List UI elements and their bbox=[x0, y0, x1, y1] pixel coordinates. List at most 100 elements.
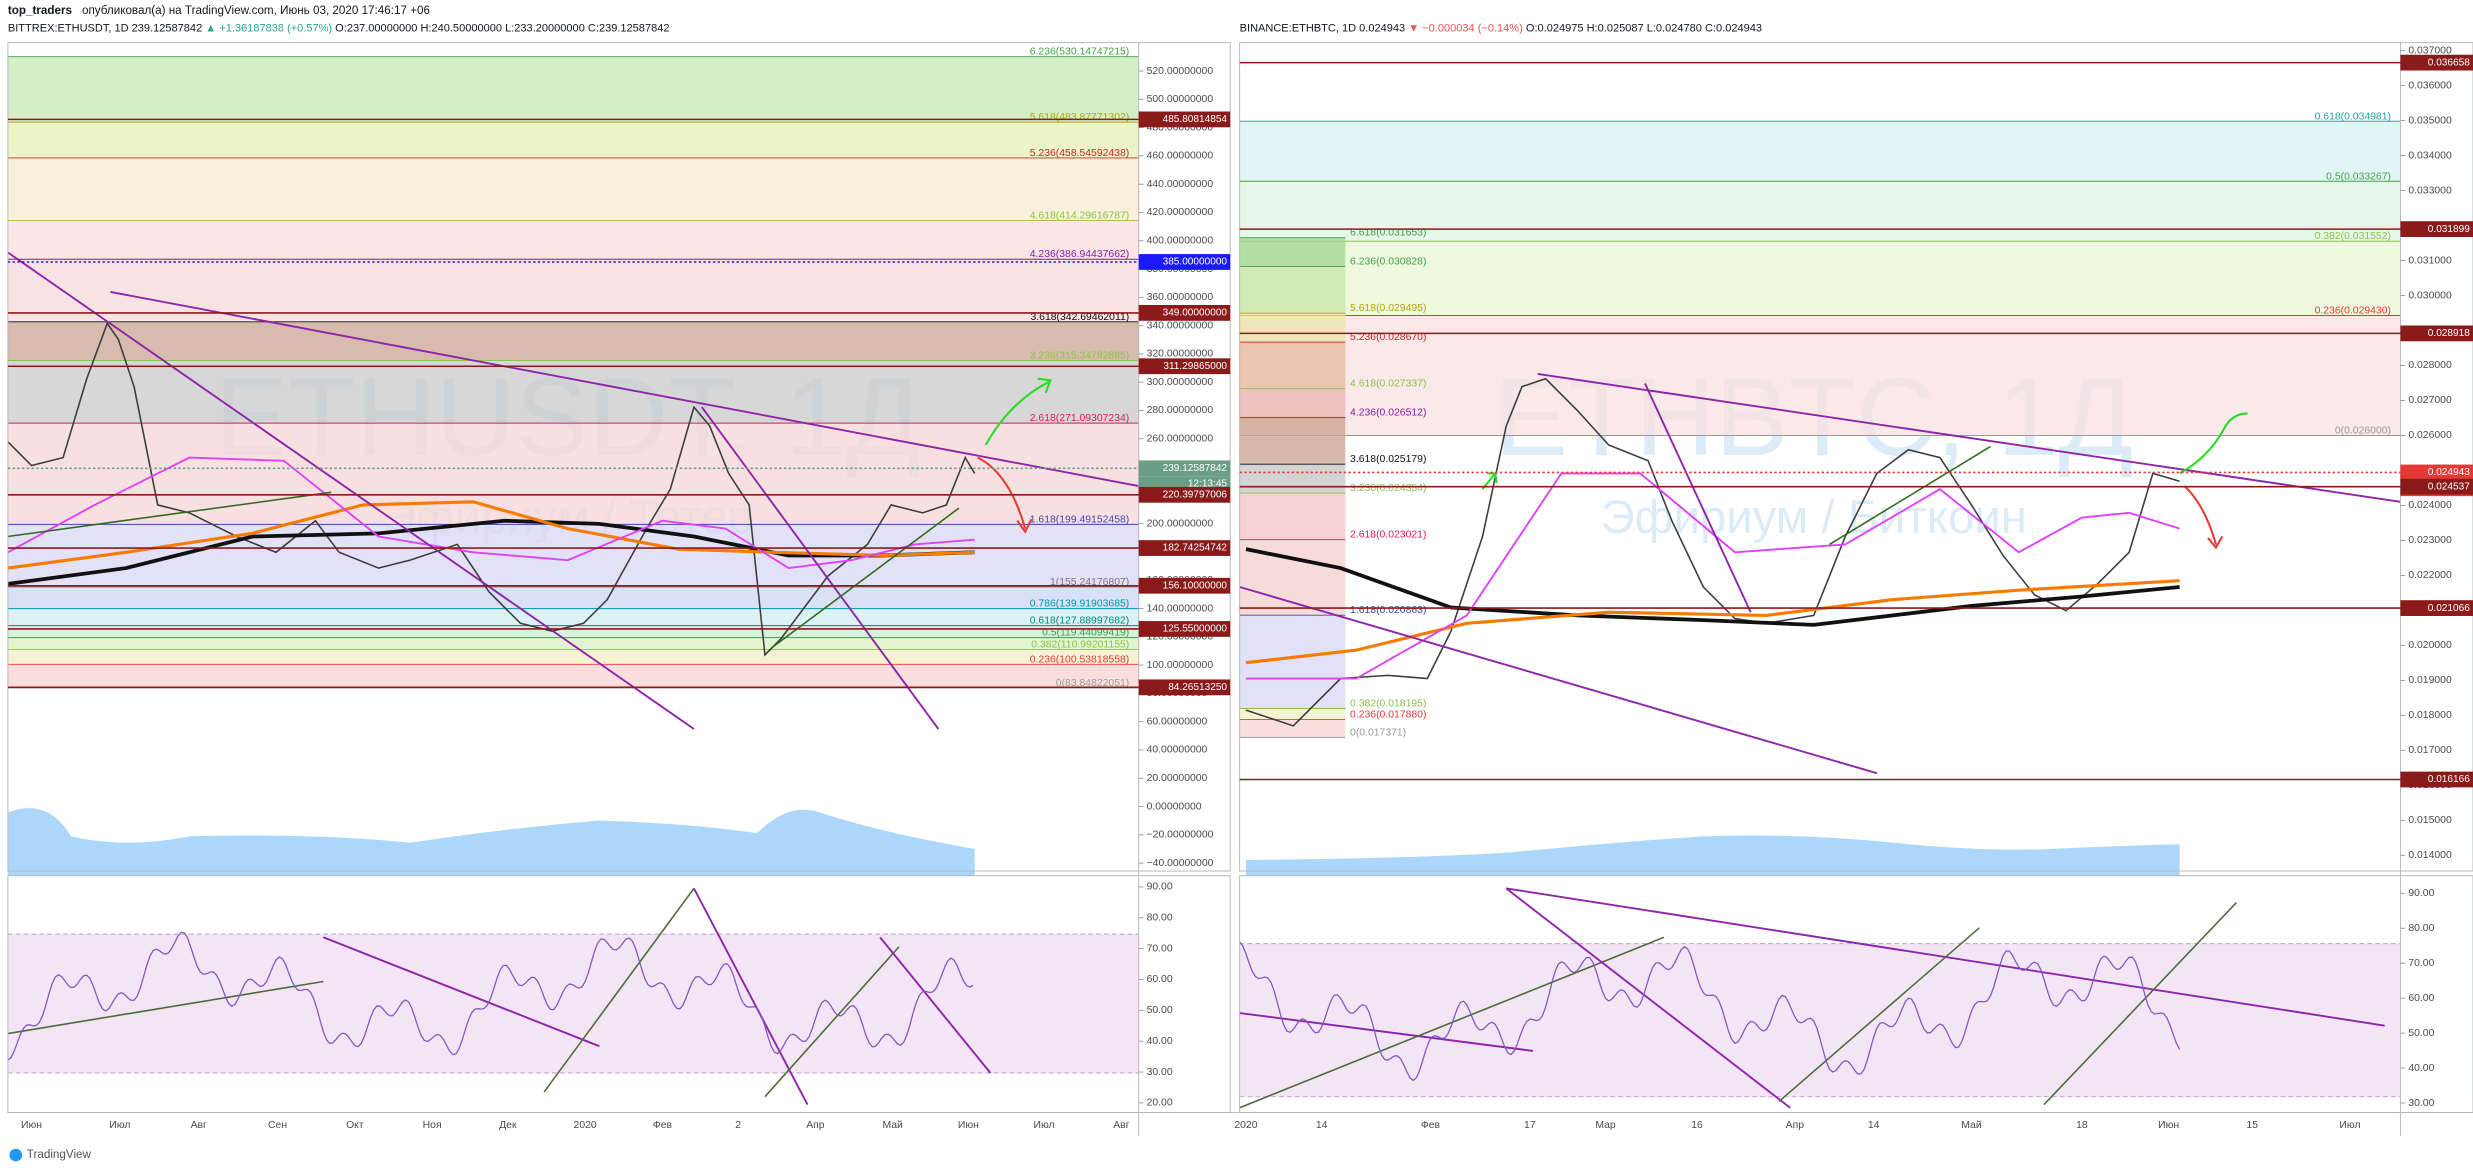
arrow-down bbox=[977, 456, 1033, 534]
y-tick-label: 100.00000000 bbox=[1147, 660, 1214, 671]
fib-band bbox=[7, 157, 1139, 221]
y-tick-label: 0.023000 bbox=[2408, 535, 2452, 546]
y-tick-label: 480.00000000 bbox=[1147, 122, 1214, 133]
price-tag-label: 349.00000000 bbox=[1163, 308, 1228, 319]
fib-band bbox=[7, 259, 1139, 322]
fib-band bbox=[7, 625, 1139, 638]
trendline bbox=[7, 980, 324, 1035]
price-tag-label: 84.26513250 bbox=[1168, 682, 1227, 693]
fib-band bbox=[1239, 121, 2401, 182]
y-tick-label: 0.033000 bbox=[2408, 185, 2452, 196]
background-layer: ETHUSDT, 1ДЭфириум / ТетерETHBTC, 1ДЭфир… bbox=[7, 56, 2401, 738]
fib-label: 1.618(199.49152458) bbox=[1030, 514, 1130, 525]
fib-band bbox=[7, 56, 1139, 123]
ma-orange bbox=[1245, 579, 2180, 665]
y-tick-label: 0.027000 bbox=[2408, 395, 2452, 406]
x-tick-label: Ноя bbox=[423, 1120, 442, 1131]
price-tag bbox=[2400, 221, 2473, 237]
fib-band bbox=[7, 321, 1139, 361]
trendline bbox=[2043, 902, 2237, 1106]
arrow-up bbox=[984, 377, 1052, 446]
price-tag bbox=[2400, 771, 2473, 788]
price-tag-label: 182.74254742 bbox=[1163, 543, 1228, 554]
x-tick-label: Фев bbox=[653, 1120, 673, 1131]
last-price: 0.024943 bbox=[1359, 22, 1405, 34]
price-tag bbox=[2400, 600, 2473, 616]
x-tick-label: Июл bbox=[2339, 1120, 2360, 1131]
rsi-tick-label: 20.00 bbox=[1147, 1098, 1173, 1109]
x-tick-label: 2020 bbox=[1234, 1120, 1257, 1131]
fib-label: 3.236(0.024354) bbox=[1350, 483, 1426, 494]
fib-band bbox=[7, 637, 1139, 650]
fib-label: 5.236(0.028670) bbox=[1350, 332, 1426, 343]
trendline bbox=[1239, 1012, 1534, 1052]
ohlc: L:233.20000000 bbox=[505, 22, 585, 34]
ohlc: L:0.024780 bbox=[1647, 22, 1702, 34]
rsi-tick-label: 40.00 bbox=[2408, 1063, 2434, 1074]
fib-label: 0.236(100.53818558) bbox=[1030, 654, 1130, 665]
symbol: BINANCE:ETHBTC, 1D bbox=[1240, 22, 1356, 34]
y-tick-label: 0.015000 bbox=[2408, 815, 2452, 826]
y-tick-label: 280.00000000 bbox=[1147, 405, 1214, 416]
x-tick-label: Апр bbox=[1786, 1120, 1805, 1131]
price-tag-label: 0.016166 bbox=[2428, 774, 2470, 785]
price-tag-label: 311.29865000 bbox=[1163, 361, 1227, 372]
y-tick-label: 520.00000000 bbox=[1147, 66, 1214, 77]
x-tick-label: Июл bbox=[1034, 1120, 1055, 1131]
rsi-tick-label: 50.00 bbox=[2408, 1028, 2434, 1039]
change: ▼ −0.000034 (−0.14%) bbox=[1408, 22, 1523, 34]
symbol-header: BITTREX:ETHUSDT, 1D 239.12587842 ▲ +1.36… bbox=[8, 22, 670, 34]
price-tag-label: 0.021066 bbox=[2428, 603, 2470, 614]
change: ▲ +1.36187838 (+0.57%) bbox=[205, 22, 332, 34]
trendline bbox=[693, 887, 809, 1106]
last-price: 239.12587842 bbox=[132, 22, 203, 34]
fib-label: 0.382(110.99201155) bbox=[1031, 640, 1129, 651]
y-tick-label: 340.00000000 bbox=[1147, 320, 1214, 331]
x-tick-label: Авг bbox=[191, 1120, 207, 1131]
y-tick-label: 0.035000 bbox=[2408, 115, 2452, 126]
rsi-line bbox=[1239, 941, 2181, 1082]
price-tag bbox=[1138, 358, 1231, 375]
fib-label: 6.618(0.031653) bbox=[1350, 228, 1426, 239]
trendline bbox=[1239, 586, 1878, 775]
fib-label: 1(155.24176807) bbox=[1050, 577, 1129, 588]
fib-band bbox=[7, 423, 1139, 525]
fib-band bbox=[7, 524, 1139, 587]
price-tag bbox=[1138, 679, 1231, 696]
x-tick-label: Июл bbox=[109, 1120, 130, 1131]
trendline bbox=[1537, 373, 2401, 503]
ma-pink bbox=[1245, 472, 2180, 680]
trendline bbox=[1829, 445, 1991, 546]
fib-label: 4.618(414.29616787) bbox=[1030, 211, 1130, 222]
trendline bbox=[1644, 383, 1752, 613]
price-tag bbox=[1138, 540, 1231, 556]
rsi-tick-label: 90.00 bbox=[1147, 882, 1173, 893]
trendline bbox=[764, 946, 900, 1098]
rsi-tick-label: 80.00 bbox=[1147, 913, 1173, 924]
fib-band bbox=[1239, 719, 1346, 738]
y-tick-label: 0.017000 bbox=[2408, 745, 2452, 756]
y-tick-label: 0.014000 bbox=[2408, 850, 2452, 861]
y-tick-label: 0.019000 bbox=[2408, 675, 2452, 686]
x-tick-label: Май bbox=[882, 1120, 903, 1131]
symbol: BITTREX:ETHUSDT, 1D bbox=[8, 22, 129, 34]
ma-pink bbox=[7, 456, 975, 570]
y-tick-label: 0.030000 bbox=[2408, 290, 2452, 301]
price-tag-label: 156.10000000 bbox=[1163, 580, 1228, 591]
fib-band bbox=[1239, 241, 2401, 316]
fib-band bbox=[7, 608, 1139, 626]
volume bbox=[1245, 835, 2180, 876]
fib-band bbox=[7, 664, 1139, 688]
brand: TradingView bbox=[27, 1148, 92, 1161]
rsi-tick-label: 90.00 bbox=[2408, 888, 2434, 899]
y-tick-label: 440.00000000 bbox=[1147, 179, 1214, 190]
x-tick-label: Сен bbox=[268, 1120, 287, 1131]
y-tick-label: 260.00000000 bbox=[1147, 434, 1214, 445]
y-tick-label: 0.026000 bbox=[2408, 430, 2452, 441]
y-tick-label: 0.036000 bbox=[2408, 80, 2452, 91]
price-tag bbox=[1138, 305, 1231, 321]
symbol-header: BINANCE:ETHBTC, 1D 0.024943 ▼ −0.000034 … bbox=[1240, 22, 1762, 34]
fib-label: 6.236(530.14747215) bbox=[1030, 47, 1130, 58]
trendline bbox=[7, 491, 332, 538]
price-tag bbox=[2400, 478, 2473, 495]
